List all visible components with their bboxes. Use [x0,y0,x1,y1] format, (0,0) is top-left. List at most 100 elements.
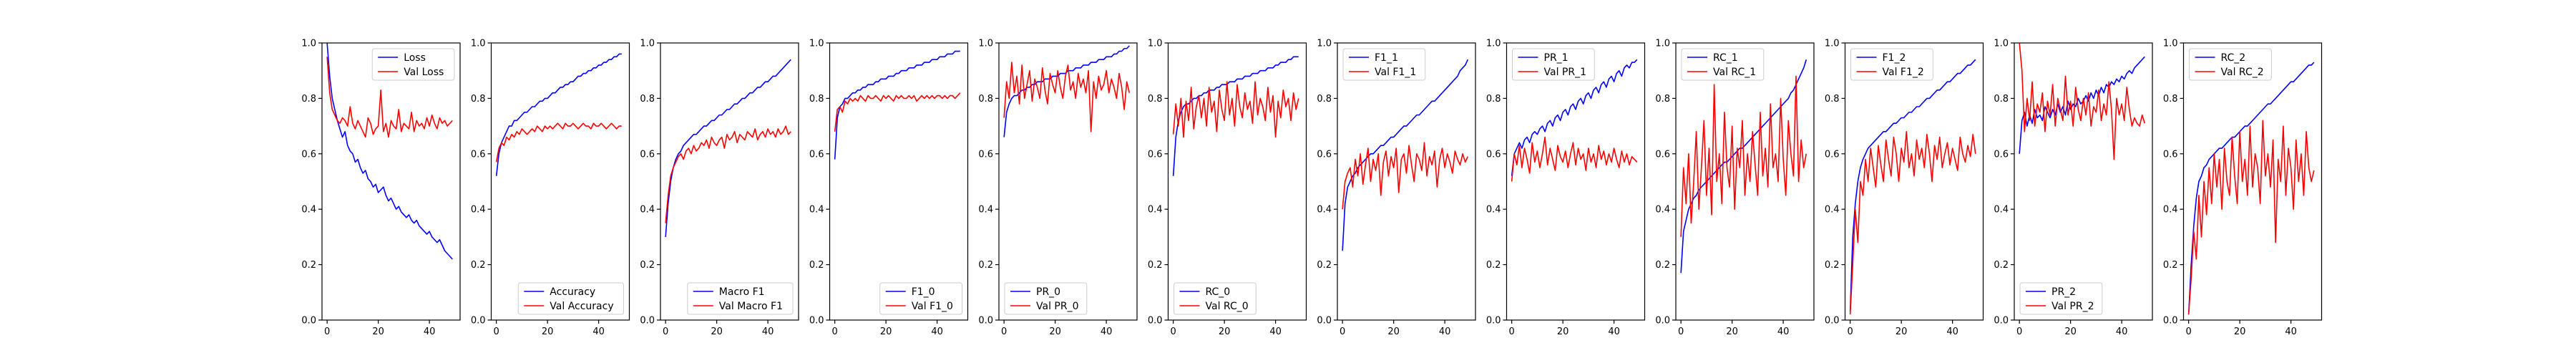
series-line-train [1003,45,1130,137]
x-tick-label: 20 [2064,326,2077,337]
y-tick-label: 0.0 [809,316,824,326]
axes-frame [829,42,969,321]
y-tick-label: 0.2 [2163,260,2178,271]
series-line-val [834,92,961,132]
y-tick-label: 0.8 [1825,94,1840,105]
chart-panel-2: 0.0 0.2 0.4 0.6 0.8 1.0 0 20 40 Accuracy Val Accur… [471,39,630,337]
y-tick-label: 0.2 [301,260,316,271]
x-tick-label: 0 [1340,326,1345,337]
series-line-train [326,42,453,260]
y-tick-label: 0.6 [1994,149,2009,160]
x-tick-label: 20 [2234,326,2246,337]
chart-panel-1: 0.0 0.2 0.4 0.6 0.8 1.0 0 20 40 Loss Val Loss [301,39,461,337]
y-tick-label: 0.6 [809,149,824,160]
y-tick-label: 0.0 [1148,316,1163,326]
axes-frame [1167,42,1307,321]
y-tick-label: 0.2 [1825,260,1840,271]
y-tick-label: 0.8 [1148,94,1163,105]
x-tick-label: 40 [1101,326,1113,337]
x-tick-label: 40 [1946,326,1958,337]
series-line-val [495,122,622,163]
y-tick-label: 0.4 [1148,205,1163,216]
axes-frame [2182,42,2323,321]
chart-panel-5: 0.0 0.2 0.4 0.6 0.8 1.0 0 20 40 PR_0 Val PR_0 [978,39,1138,337]
legend-box [371,48,455,81]
series-line-train [495,53,622,176]
legend-box [1512,48,1595,81]
x-tick-label: 0 [1678,326,1684,337]
x-tick-label: 20 [1219,326,1231,337]
axes-frame [660,42,799,321]
legend-box [1850,48,1933,81]
y-tick-label: 0.0 [978,316,993,326]
y-tick-label: 0.4 [978,205,993,216]
x-tick-label: 0 [663,326,668,337]
y-tick-label: 0.8 [1486,94,1501,105]
legend-box [1174,282,1257,315]
y-tick-label: 0.6 [978,149,993,160]
y-tick-label: 1.0 [1825,39,1840,49]
series-line-val [665,125,791,223]
y-tick-label: 0.6 [640,149,655,160]
legend-label: Val RC_1 [1713,67,1756,78]
legend-label: Val Loss [404,67,444,78]
y-tick-label: 0.0 [1655,316,1670,326]
legend-box [687,282,794,315]
y-tick-label: 0.0 [1317,316,1332,326]
x-tick-label: 40 [2285,326,2297,337]
y-tick-label: 0.0 [1994,316,2009,326]
legend-label: Val RC_0 [1206,301,1249,312]
legend: Loss Val Loss [371,48,455,81]
y-tick-label: 1.0 [978,39,993,49]
y-tick-label: 0.8 [809,94,824,105]
series-line-val [1003,62,1131,132]
series-line-val [1849,131,1976,315]
x-tick-label: 20 [1726,326,1738,337]
series-line-val [1172,81,1299,138]
axes-frame [1337,42,1476,321]
y-tick-label: 0.6 [471,149,486,160]
x-tick-label: 20 [1387,326,1400,337]
y-tick-label: 1.0 [1486,39,1501,49]
x-tick-label: 20 [1557,326,1569,337]
legend-label: RC_2 [2221,52,2246,64]
legend-box [517,282,624,315]
y-tick-label: 1.0 [1655,39,1670,49]
legend-label: RC_0 [1206,286,1231,298]
y-tick-label: 0.4 [2163,205,2178,216]
y-tick-label: 0.2 [640,260,655,271]
series-line-train [1172,56,1299,176]
y-tick-label: 0.6 [301,149,316,160]
y-tick-label: 0.0 [471,316,486,326]
y-tick-label: 1.0 [471,39,486,49]
y-tick-label: 0.6 [1655,149,1670,160]
y-tick-label: 0.0 [1825,316,1840,326]
y-tick-label: 0.6 [1825,149,1840,160]
y-tick-label: 0.6 [1486,149,1501,160]
y-tick-label: 0.8 [301,94,316,105]
series-line-val [1680,75,1807,237]
legend-box [2189,48,2272,81]
axes-frame [998,42,1138,321]
chart-panel-4: 0.0 0.2 0.4 0.6 0.8 1.0 0 20 40 F1_0 Val F1_0 [809,39,969,337]
legend: PR_2 Val PR_2 [2019,282,2103,315]
legend-box [1342,48,1426,81]
x-tick-label: 20 [542,326,554,337]
chart-panel-11: 0.0 0.2 0.4 0.6 0.8 1.0 0 20 40 PR_2 Val PR_2 [1994,39,2153,337]
x-tick-label: 0 [1509,326,1515,337]
legend-label: Val F1_1 [1375,67,1416,78]
y-tick-label: 0.4 [1317,205,1332,216]
y-tick-label: 1.0 [301,39,316,49]
x-tick-label: 40 [592,326,605,337]
legend: F1_2 Val F1_2 [1850,48,1933,81]
y-tick-label: 0.8 [1317,94,1332,105]
y-tick-label: 1.0 [809,39,824,49]
legend: PR_1 Val PR_1 [1512,48,1595,81]
y-tick-label: 0.2 [1655,260,1670,271]
x-tick-label: 0 [832,326,838,337]
y-tick-label: 0.4 [809,205,824,216]
x-tick-label: 40 [931,326,943,337]
y-tick-label: 0.4 [1486,205,1501,216]
chart-panel-9: 0.0 0.2 0.4 0.6 0.8 1.0 0 20 40 RC_1 Val RC_1 [1655,39,1815,337]
series-line-val [326,57,453,138]
